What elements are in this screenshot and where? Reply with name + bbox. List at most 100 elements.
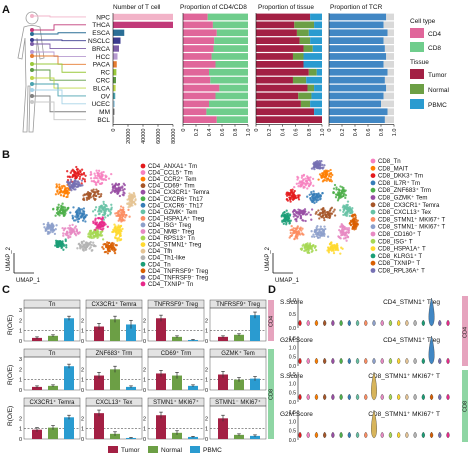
cancer-label-mm: MM bbox=[99, 109, 110, 116]
cd4cd8-segment bbox=[183, 108, 207, 116]
umap-cd4-point bbox=[75, 165, 78, 169]
tile-bar bbox=[156, 318, 166, 341]
umap-cd4-point bbox=[114, 212, 117, 215]
umap-cd8-point bbox=[307, 249, 310, 252]
cd4cd8-segment bbox=[183, 92, 216, 100]
tile-tick-label: 0 bbox=[205, 339, 208, 345]
umap-cd4-point bbox=[56, 244, 59, 247]
cd4-cluster-label: CD4_TNFRSF9⁺ Treg bbox=[148, 268, 208, 275]
cd4cd8-segment bbox=[183, 53, 212, 60]
umap-cd8-point bbox=[353, 213, 356, 217]
tile-title: CX3CR1⁺ Temra bbox=[29, 399, 75, 406]
violin-shape bbox=[298, 393, 302, 401]
umap-cd4-point bbox=[71, 168, 74, 171]
d-row-tag-cd8 bbox=[462, 370, 468, 442]
cancer-label-blca: BLCA bbox=[93, 85, 111, 92]
umap-cd4-point bbox=[56, 210, 60, 213]
umap-cd8-point bbox=[338, 228, 341, 232]
cd4-cluster-dot bbox=[140, 274, 146, 280]
tissue-tick-label: 0 bbox=[254, 129, 260, 132]
tile-bar bbox=[110, 433, 120, 439]
umap-cd8-point bbox=[297, 185, 300, 188]
ro-e-tile: CXCL13⁺ Tex 0 1 2 bbox=[81, 397, 143, 443]
umap-cd8-point bbox=[324, 227, 327, 231]
umap-cd4-point bbox=[63, 189, 67, 192]
umap-cd4-point bbox=[94, 218, 97, 222]
umap-cd4-point bbox=[96, 192, 99, 195]
violin-shape bbox=[355, 431, 360, 439]
umap-cd8-point bbox=[310, 191, 313, 194]
umap-cd4-point bbox=[85, 213, 88, 217]
umap-cd8-point bbox=[323, 170, 326, 173]
umap-cd4-point bbox=[110, 206, 113, 209]
cd4-cluster-label: CD4_CD69⁺ Trm bbox=[148, 183, 195, 190]
umap-cd4-point bbox=[95, 235, 98, 238]
cd4cd8-segment bbox=[183, 13, 208, 21]
umap-cd8-point bbox=[347, 229, 351, 232]
umap-cd4-point bbox=[81, 213, 85, 216]
legend-normal-label: Normal bbox=[428, 87, 450, 94]
umap-cd4-point bbox=[92, 236, 95, 239]
umap-cd4-point bbox=[96, 177, 99, 180]
umap-cd4-point bbox=[67, 191, 71, 194]
umap-cd4-point bbox=[77, 220, 80, 223]
umap-cd8-point bbox=[314, 164, 317, 167]
tcr-segment bbox=[329, 45, 385, 52]
umap-cd4-point bbox=[85, 196, 88, 200]
umap-cd4-point bbox=[108, 241, 111, 245]
violin-block: S.Score CD4_STMN1⁺ Treg 1.0 0.5 0.0 bbox=[280, 297, 450, 332]
violin-shape bbox=[364, 393, 368, 401]
umap-cd4-point bbox=[71, 217, 74, 220]
umap-cd8-point bbox=[295, 218, 298, 221]
umap-cd4-point bbox=[55, 186, 58, 189]
umap-cd4-point bbox=[101, 177, 104, 181]
umap-cd8-point bbox=[310, 230, 313, 233]
umap-cd8-point bbox=[328, 174, 331, 177]
violin-tick-label: 1.5 bbox=[289, 372, 296, 378]
umap-cd8-point bbox=[315, 200, 318, 203]
umap-cd4-point bbox=[103, 206, 106, 209]
violin-shape bbox=[421, 393, 425, 401]
umap-cd4-point bbox=[130, 203, 133, 207]
umap-cd4-point bbox=[82, 207, 86, 210]
umap-cd4-point bbox=[81, 219, 85, 222]
umap-cd8-point bbox=[287, 191, 290, 195]
umap-cd4-point bbox=[117, 186, 120, 189]
umap-cd4-point bbox=[94, 174, 97, 178]
umap-cd8-point bbox=[344, 196, 347, 200]
umap-cd4-point bbox=[70, 230, 74, 233]
tcr-segment bbox=[329, 29, 388, 37]
umap-cd8-point bbox=[302, 174, 305, 177]
violin-shape bbox=[388, 393, 393, 401]
leader-line-brca bbox=[32, 43, 86, 49]
umap-cd8-point bbox=[310, 218, 313, 221]
umap-cd4-point bbox=[113, 251, 117, 255]
umap-cd8-point bbox=[330, 206, 334, 209]
umap-cd4-point bbox=[95, 188, 98, 191]
umap-cd4-point bbox=[81, 184, 84, 187]
cd4-cluster-label: CD4_TXNIP⁺ Tn bbox=[148, 281, 193, 288]
umap-cd4-point bbox=[104, 216, 107, 219]
umap-cd4-point bbox=[99, 221, 102, 224]
violin-shape bbox=[331, 431, 335, 439]
violin-tick-label: 1.0 bbox=[289, 298, 296, 304]
umap-cd4-point bbox=[88, 247, 91, 250]
umap-cd4-point bbox=[101, 216, 104, 219]
umap-cd4-point bbox=[86, 191, 90, 194]
umap-cd8-point bbox=[306, 175, 309, 178]
tissue-segment bbox=[256, 29, 297, 37]
umap-cd4-point bbox=[116, 226, 119, 230]
tcr-segment bbox=[383, 92, 394, 100]
tile-bar bbox=[64, 366, 74, 390]
cd8-cluster-label: CD8_STMN1⁺ MKI67⁺ T bbox=[378, 216, 446, 223]
umap-cd4-point bbox=[111, 183, 114, 186]
umap-cd4-point bbox=[65, 246, 68, 249]
umap-cd8-point bbox=[333, 183, 337, 187]
umap-cd8-point bbox=[325, 170, 328, 173]
umap-cd4-point bbox=[75, 168, 79, 171]
umap-cd4-point bbox=[45, 228, 48, 232]
cd4-cluster-label: CD4_STMN1⁺ Treg bbox=[148, 242, 201, 249]
umap-cd4-point bbox=[62, 190, 65, 194]
cd8-cluster-dot bbox=[370, 202, 376, 208]
